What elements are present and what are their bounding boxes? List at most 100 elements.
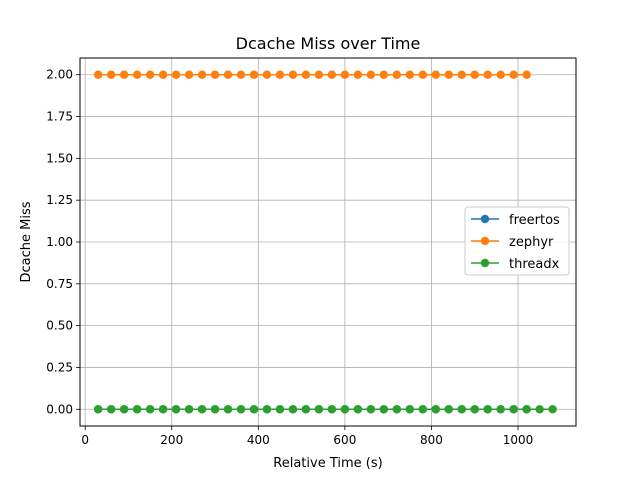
data-point-zephyr (223, 70, 233, 79)
legend-marker-threadx (480, 258, 490, 268)
legend-label-zephyr: zephyr (509, 235, 554, 250)
data-point-zephyr (379, 70, 389, 79)
data-point-zephyr (509, 70, 518, 79)
data-point-threadx (496, 405, 505, 414)
y-tick-label: 1.50 (46, 151, 73, 165)
data-point-threadx (275, 405, 285, 414)
legend-label-freertos: freertos (509, 213, 560, 228)
y-tick-label: 0.00 (46, 402, 73, 416)
chart-title: Dcache Miss over Time (236, 34, 421, 53)
data-point-zephyr (444, 70, 453, 79)
data-point-zephyr (431, 70, 440, 79)
data-point-zephyr (119, 70, 129, 79)
x-tick-label: 800 (420, 433, 443, 447)
data-point-threadx (509, 405, 518, 414)
data-point-zephyr (171, 70, 181, 79)
data-point-zephyr (301, 70, 311, 79)
data-point-zephyr (106, 70, 116, 79)
data-point-threadx (249, 405, 259, 414)
data-point-zephyr (262, 70, 272, 79)
data-point-zephyr (392, 70, 402, 79)
data-point-zephyr (210, 70, 220, 79)
y-tick-label: 0.50 (46, 319, 73, 333)
data-point-zephyr (184, 70, 194, 79)
legend-label-threadx: threadx (509, 257, 560, 272)
series-threadx (93, 405, 557, 414)
data-point-zephyr (457, 70, 466, 79)
data-point-threadx (262, 405, 272, 414)
data-point-threadx (470, 405, 479, 414)
data-point-threadx (210, 405, 220, 414)
data-point-threadx (327, 405, 337, 414)
data-point-zephyr (483, 70, 492, 79)
series-zephyr (93, 70, 531, 79)
data-point-threadx (223, 405, 233, 414)
data-point-threadx (158, 405, 168, 414)
data-point-zephyr (93, 70, 103, 79)
data-point-zephyr (470, 70, 479, 79)
data-point-zephyr (288, 70, 298, 79)
data-point-threadx (119, 405, 129, 414)
x-tick-label: 0 (81, 433, 89, 447)
data-point-threadx (197, 405, 207, 414)
legend-marker-zephyr (480, 236, 490, 246)
data-point-threadx (366, 405, 376, 414)
data-point-zephyr (249, 70, 259, 79)
data-point-zephyr (353, 70, 363, 79)
plot-series (93, 70, 557, 414)
data-point-zephyr (197, 70, 207, 79)
data-point-threadx (522, 405, 531, 414)
data-point-threadx (171, 405, 181, 414)
y-tick-label: 0.25 (46, 360, 73, 374)
data-point-threadx (535, 405, 544, 414)
data-point-zephyr (405, 70, 415, 79)
data-point-threadx (288, 405, 298, 414)
x-tick-label: 600 (333, 433, 356, 447)
data-point-threadx (483, 405, 492, 414)
data-point-threadx (457, 405, 466, 414)
data-point-zephyr (522, 70, 531, 79)
data-point-threadx (392, 405, 402, 414)
data-point-threadx (132, 405, 142, 414)
x-tick-label: 400 (247, 433, 270, 447)
data-point-zephyr (340, 70, 350, 79)
axis-ticks: 0 200 400 600 800 1000 0.00 0.25 0.50 0.75 1.00 1.2… (46, 68, 533, 447)
legend-box (464, 206, 570, 276)
data-point-threadx (145, 405, 155, 414)
y-tick-label: 1.75 (46, 110, 73, 124)
data-point-zephyr (236, 70, 246, 79)
data-point-zephyr (314, 70, 324, 79)
legend-marker-freertos (480, 214, 490, 224)
data-point-threadx (418, 405, 427, 414)
data-point-threadx (93, 405, 103, 414)
data-point-zephyr (145, 70, 155, 79)
y-tick-label: 0.75 (46, 277, 73, 291)
data-point-zephyr (275, 70, 285, 79)
data-point-zephyr (366, 70, 376, 79)
y-tick-label: 1.00 (46, 235, 73, 249)
y-tick-label: 2.00 (46, 68, 73, 82)
legend: freertos zephyr threadx (464, 206, 570, 276)
data-point-threadx (431, 405, 440, 414)
data-point-threadx (314, 405, 324, 414)
data-point-threadx (444, 405, 453, 414)
y-axis-label: Dcache Miss (19, 201, 34, 282)
data-point-zephyr (327, 70, 337, 79)
data-point-threadx (353, 405, 363, 414)
data-point-threadx (236, 405, 246, 414)
data-point-zephyr (496, 70, 505, 79)
data-point-threadx (340, 405, 350, 414)
data-point-threadx (184, 405, 194, 414)
data-point-zephyr (418, 70, 427, 79)
data-point-zephyr (132, 70, 142, 79)
data-point-threadx (379, 405, 389, 414)
data-point-threadx (301, 405, 311, 414)
data-point-threadx (405, 405, 415, 414)
x-tick-label: 200 (160, 433, 183, 447)
x-tick-label: 1000 (503, 433, 534, 447)
data-point-zephyr (158, 70, 168, 79)
data-point-threadx (106, 405, 116, 414)
data-point-threadx (548, 405, 557, 414)
x-axis-label: Relative Time (s) (273, 456, 382, 471)
